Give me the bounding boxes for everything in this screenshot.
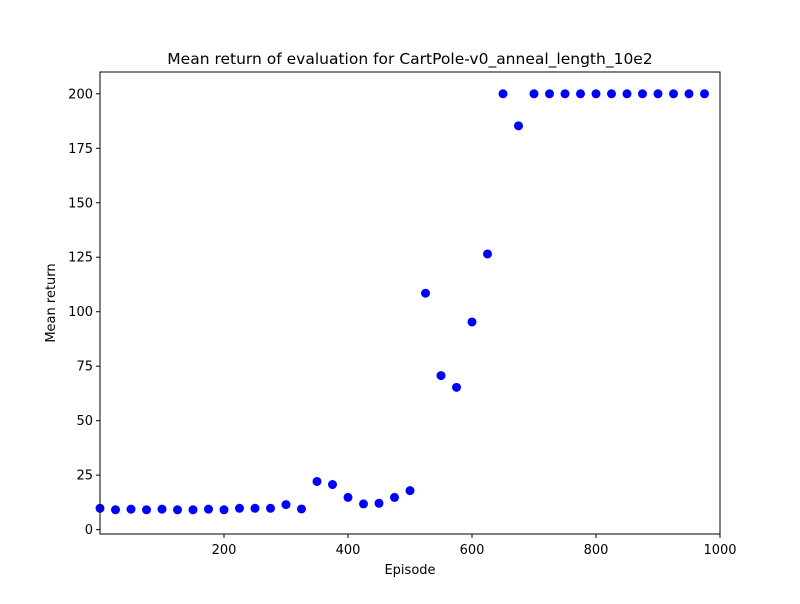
x-axis-ticks: 200 400 600 800 1000 — [212, 534, 737, 558]
y-tick-label: 25 — [76, 469, 93, 484]
y-axis-label: Mean return — [44, 263, 59, 342]
data-point — [684, 89, 694, 99]
data-point — [607, 89, 616, 99]
data-point — [638, 89, 647, 99]
x-axis-label: Episode — [384, 563, 435, 578]
data-points — [95, 89, 709, 515]
data-point — [545, 89, 554, 99]
data-point — [312, 476, 322, 486]
data-point — [669, 89, 678, 99]
data-point — [467, 317, 477, 327]
chart-title: Mean return of evaluation for CartPole-v… — [167, 50, 652, 69]
data-point — [235, 503, 244, 513]
data-point — [266, 503, 275, 513]
data-point — [297, 504, 306, 514]
x-tick-label: 800 — [584, 543, 609, 558]
data-point — [514, 121, 523, 131]
x-tick-label: 400 — [336, 543, 361, 558]
data-point — [142, 505, 151, 515]
y-tick-label: 75 — [76, 360, 93, 375]
data-point — [560, 89, 570, 99]
y-tick-label: 0 — [85, 523, 93, 538]
data-point — [576, 89, 585, 99]
data-point — [204, 504, 213, 514]
x-tick-label: 600 — [460, 543, 485, 558]
data-point — [374, 498, 384, 508]
y-tick-label: 175 — [68, 142, 93, 157]
data-point — [111, 505, 120, 515]
x-tick-label: 1000 — [703, 543, 736, 558]
data-point — [390, 492, 399, 502]
data-point — [219, 505, 229, 515]
data-point — [405, 486, 415, 496]
data-point — [436, 371, 446, 381]
data-point — [452, 382, 461, 392]
data-point — [591, 89, 601, 99]
y-tick-label: 50 — [76, 414, 93, 429]
y-tick-label: 150 — [68, 196, 93, 211]
data-point — [126, 504, 136, 514]
data-point — [343, 492, 353, 502]
data-point — [157, 504, 167, 514]
data-point — [498, 89, 508, 99]
data-point — [622, 89, 632, 99]
data-point — [483, 249, 492, 259]
data-point — [328, 480, 337, 490]
data-point — [653, 89, 663, 99]
y-tick-label: 100 — [68, 305, 93, 320]
data-point — [250, 503, 260, 513]
data-point — [173, 505, 182, 515]
data-point — [700, 89, 709, 99]
y-axis-ticks: 0 25 50 75 100 125 150 175 200 — [68, 87, 100, 538]
data-point — [281, 500, 291, 510]
data-point — [529, 89, 539, 99]
y-tick-label: 125 — [68, 251, 93, 266]
data-point — [188, 505, 198, 515]
x-tick-label: 200 — [212, 543, 237, 558]
data-point — [359, 499, 368, 509]
plot-frame — [99, 71, 721, 535]
y-tick-label: 200 — [68, 87, 93, 102]
data-point — [421, 288, 430, 298]
